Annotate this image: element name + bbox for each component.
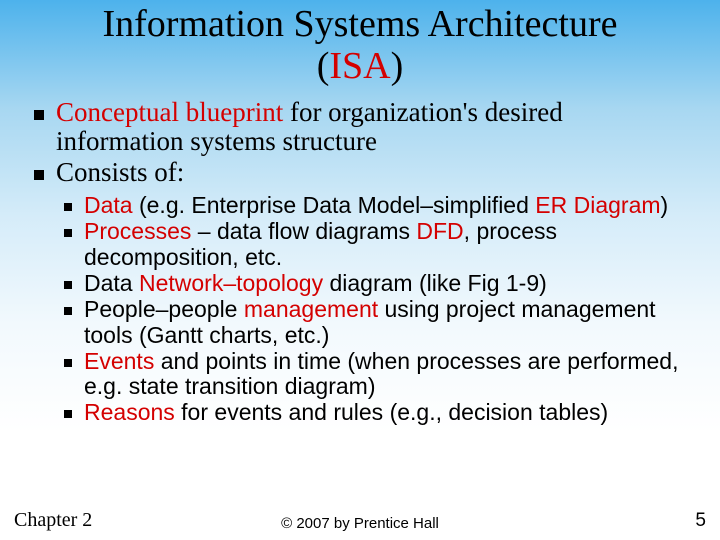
content-area: Conceptual blueprint for organization's …	[0, 88, 720, 426]
s2-c: DFD	[416, 218, 463, 244]
title-line1: Information Systems Architecture	[103, 3, 618, 45]
s2-b: – data flow diagrams	[191, 218, 416, 244]
s5-b: and points in time (when processes are p…	[84, 348, 678, 399]
footer-copyright: © 2007 by Prentice Hall	[0, 515, 720, 532]
s1-d: )	[661, 192, 669, 218]
s5-a: Events	[84, 348, 154, 374]
sub-2: Processes – data flow diagrams DFD, proc…	[56, 219, 694, 270]
s6-b: for events and rules (e.g., decision tab…	[175, 399, 608, 425]
s3-a: Data	[84, 270, 139, 296]
s1-a: Data	[84, 192, 133, 218]
main-bullets: Conceptual blueprint for organization's …	[26, 98, 694, 187]
s6-a: Reasons	[84, 399, 175, 425]
sub-1: Data (e.g. Enterprise Data Model–simplif…	[56, 193, 694, 218]
title-isa: ISA	[329, 45, 390, 87]
sub-3: Data Network–topology diagram (like Fig …	[56, 271, 694, 296]
sub-5: Events and points in time (when processe…	[56, 349, 694, 400]
s4-a: People–people	[84, 296, 244, 322]
title-paren-close: )	[391, 45, 404, 87]
sub-bullets: Data (e.g. Enterprise Data Model–simplif…	[56, 193, 694, 426]
footer-page-number: 5	[695, 510, 706, 532]
s1-c: ER Diagram	[535, 192, 660, 218]
s3-c: diagram (like Fig 1-9)	[323, 270, 547, 296]
sub-4: People–people management using project m…	[56, 297, 694, 348]
s2-a: Processes	[84, 218, 191, 244]
s4-b: management	[244, 296, 378, 322]
b2-text: Consists of:	[56, 157, 184, 187]
sub-6: Reasons for events and rules (e.g., deci…	[56, 400, 694, 425]
s1-b: (e.g. Enterprise Data Model–simplified	[133, 192, 536, 218]
title-paren-open: (	[317, 45, 330, 87]
slide-container: Information Systems Architecture (ISA) C…	[0, 0, 720, 540]
bullet-2: Consists of:	[26, 158, 694, 187]
s3-b: Network–topology	[139, 270, 323, 296]
slide-title: Information Systems Architecture (ISA)	[0, 0, 720, 88]
bullet-1: Conceptual blueprint for organization's …	[26, 98, 694, 156]
b1-highlight: Conceptual blueprint	[56, 97, 283, 127]
